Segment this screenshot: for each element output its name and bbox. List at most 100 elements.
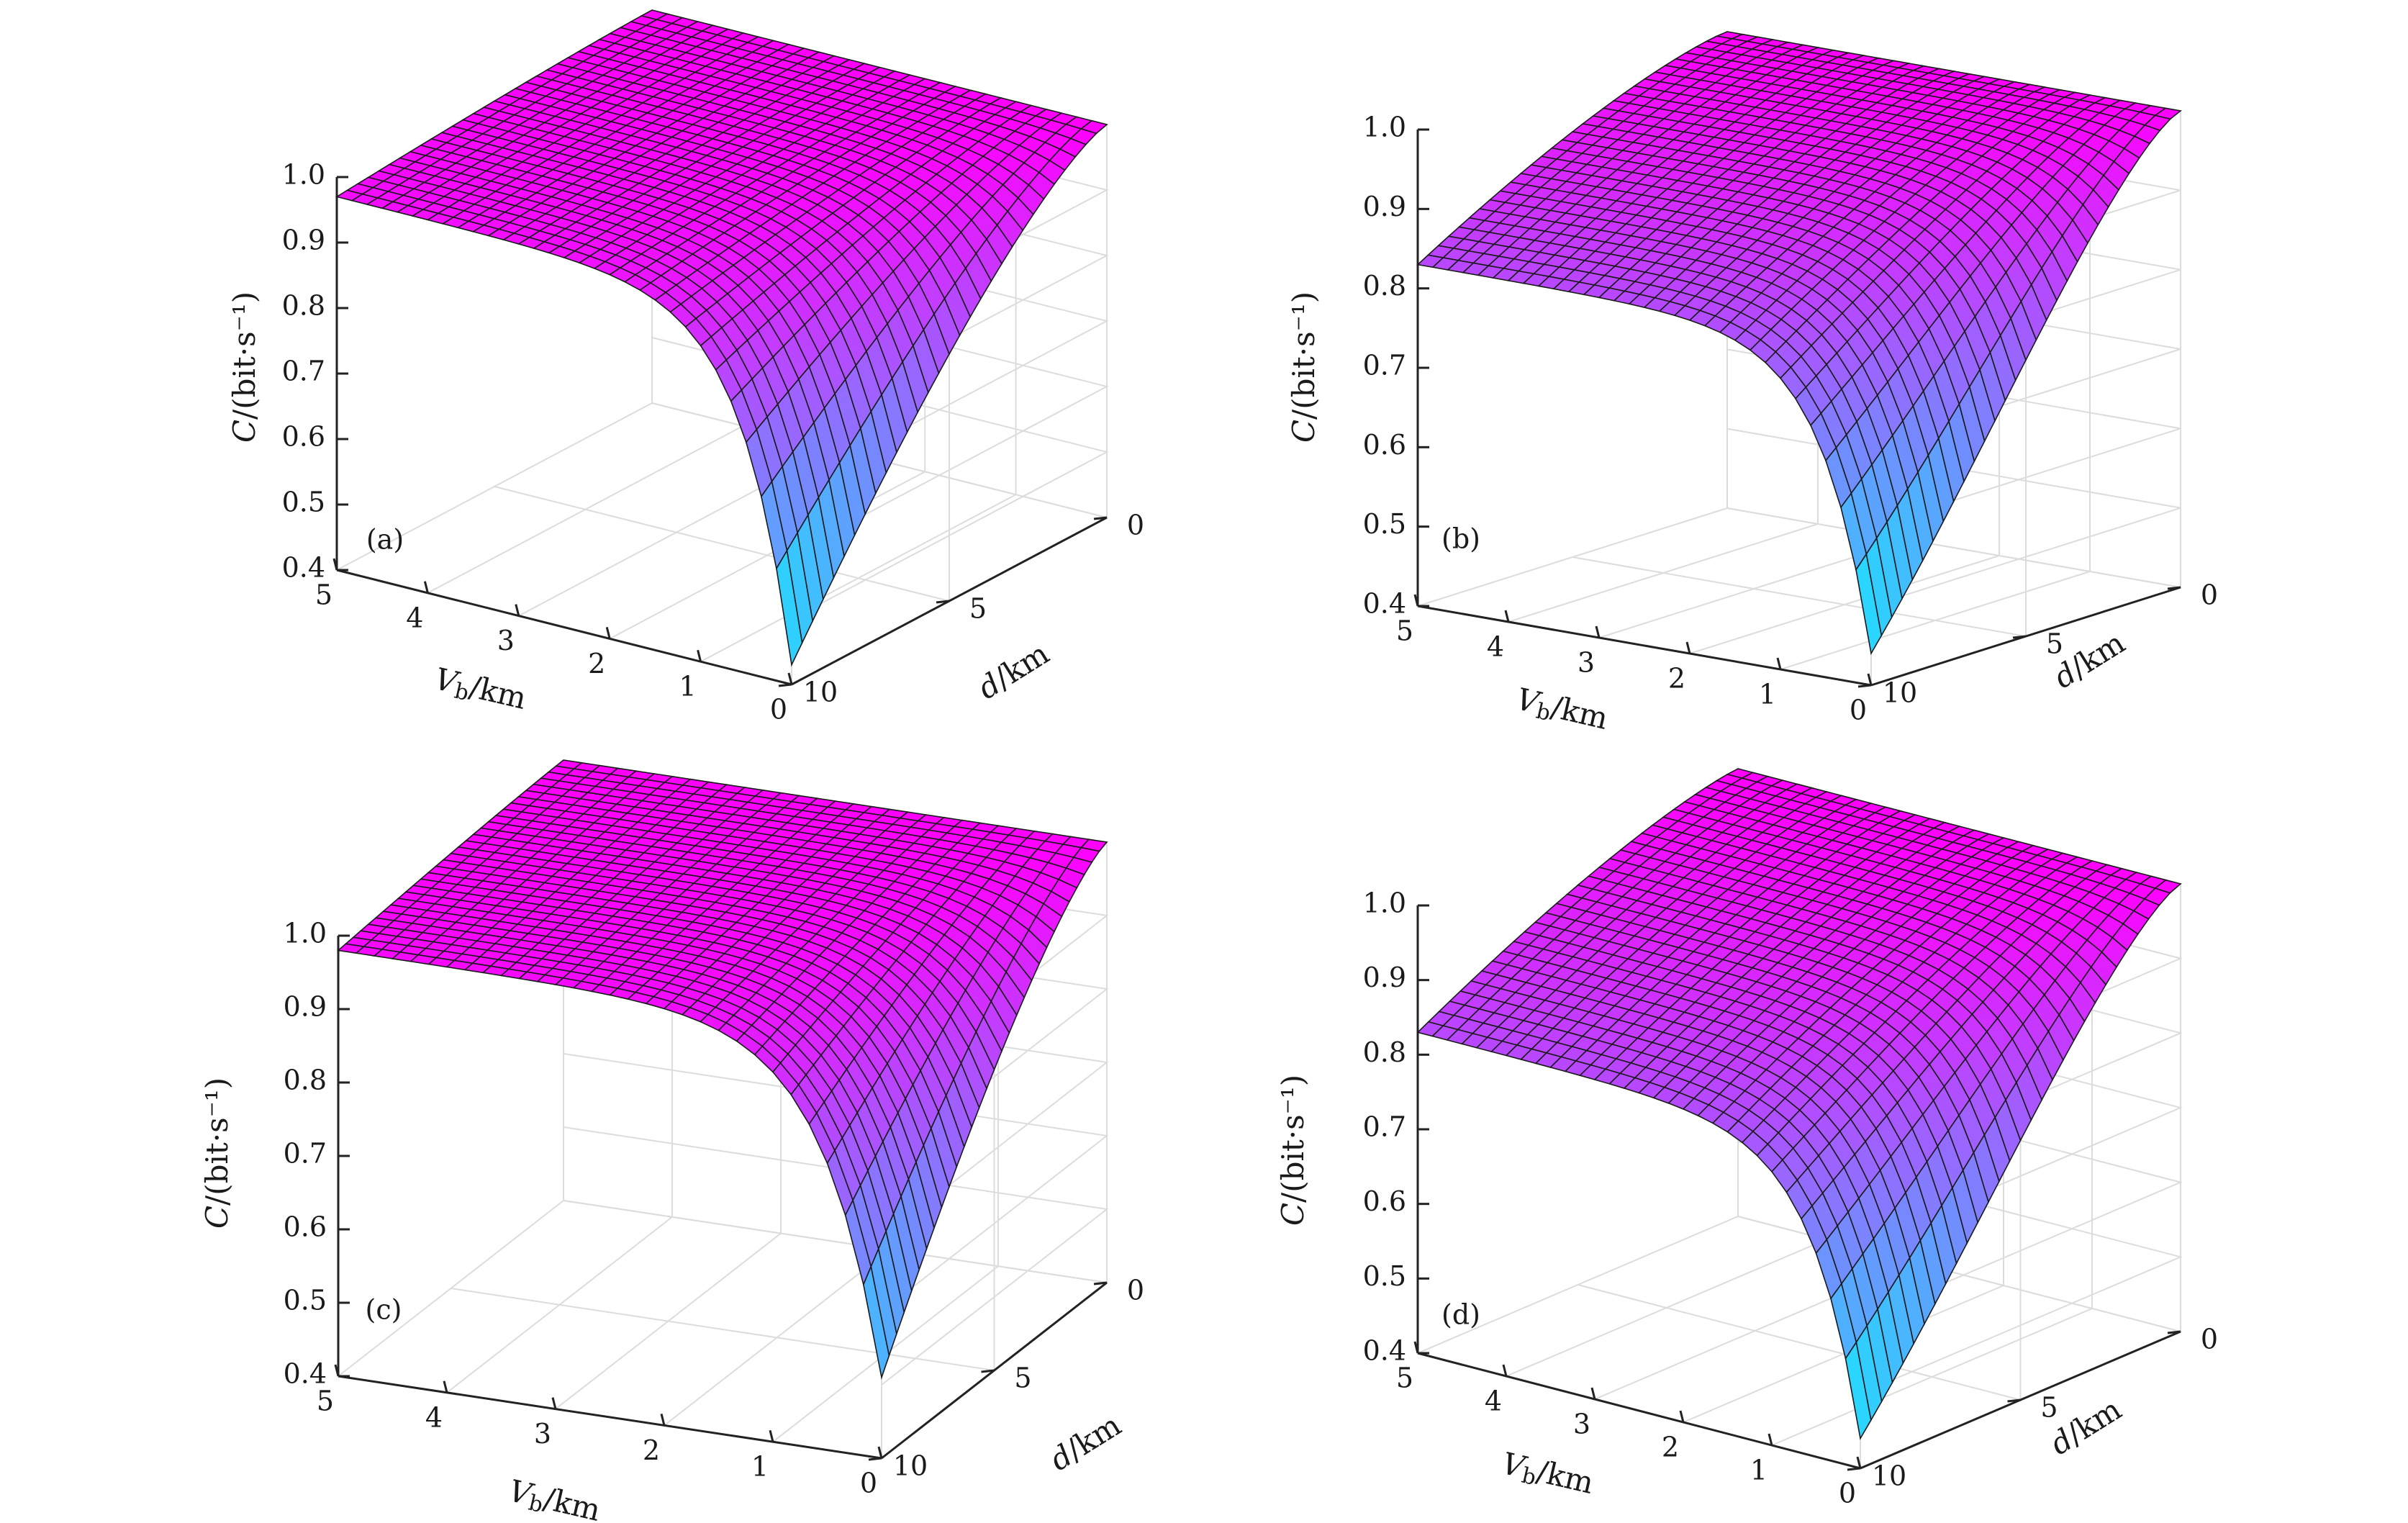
z-axis-label: C/(bit·s⁻¹)	[199, 1077, 235, 1229]
x-axis-label: Vb/km	[1513, 681, 1612, 739]
x-axis-line	[336, 569, 792, 686]
z-tick-label: 1.0	[1363, 887, 1406, 919]
z-tick-label: 0.4	[1363, 1335, 1406, 1367]
x-tick	[787, 672, 793, 685]
z-tick-label: 0.8	[1363, 1036, 1406, 1068]
axes	[334, 934, 1108, 1461]
surface-cell	[776, 548, 803, 667]
x-tick-label: 1	[679, 671, 697, 702]
x-tick	[1856, 1456, 1862, 1469]
z-tick-label: 0.9	[1363, 191, 1406, 222]
x-tick	[1413, 1341, 1419, 1354]
x-tick-label: 4	[1487, 631, 1504, 663]
y-tick-label: 0	[1127, 1275, 1144, 1306]
z-tick-label: 0.7	[284, 1138, 327, 1170]
x-axis-line	[1417, 1352, 1861, 1470]
x-tick	[1504, 610, 1510, 623]
y-tick-label: 10	[893, 1450, 928, 1482]
x-tick	[1590, 1387, 1596, 1400]
x-tick	[769, 1429, 774, 1442]
y-tick	[2167, 1330, 2181, 1334]
x-tick-label: 1	[1750, 1455, 1767, 1486]
chart-panel-a: 0 1 2 3 4 5 0 5 10 0.4 0.5 0.6 0.7 0.8 0.9 1.0 C/(bit·s⁻…	[227, 9, 1144, 726]
x-tick-label: 2	[588, 648, 605, 679]
z-tick-label: 0.7	[282, 356, 325, 387]
x-tick	[423, 581, 429, 594]
axes	[332, 176, 1108, 687]
z-axis-label: C/(bit·s⁻¹)	[1275, 1075, 1311, 1226]
y-tick-label: 10	[803, 677, 838, 708]
x-tick	[605, 627, 611, 639]
y-tick	[981, 1369, 995, 1373]
x-tick-label: 0	[860, 1468, 877, 1499]
z-tick-label: 0.9	[1363, 962, 1406, 993]
surface-mesh	[337, 759, 1108, 1380]
y-tick-label: 5	[2040, 1392, 2058, 1424]
y-tick	[2012, 635, 2027, 639]
z-axis-label: C/(bit·s⁻¹)	[1286, 292, 1321, 443]
x-tick-label: 3	[1573, 1409, 1590, 1440]
x-axis-label: Vb/km	[431, 661, 530, 719]
x-tick-label: 2	[643, 1434, 660, 1466]
x-tick-label: 0	[1839, 1478, 1856, 1509]
surface-cell	[1845, 1340, 1872, 1440]
z-tick-label: 0.6	[1363, 1185, 1406, 1217]
z-tick-label: 0.7	[1363, 1111, 1406, 1143]
z-tick-label: 0.9	[282, 225, 325, 256]
x-tick	[660, 1414, 666, 1426]
x-tick	[551, 1397, 557, 1409]
x-tick-label: 5	[1396, 1362, 1413, 1394]
z-tick-label: 0.5	[1363, 1260, 1406, 1292]
gridline-z	[563, 1126, 1109, 1386]
x-tick-label: 0	[1850, 695, 1867, 726]
y-tick-label: 5	[2046, 628, 2063, 660]
x-tick-label: 5	[317, 1386, 334, 1417]
z-tick-label: 0.9	[284, 991, 327, 1023]
x-axis-line	[338, 1375, 882, 1460]
z-tick-label: 0.5	[284, 1285, 327, 1316]
panel-label: (b)	[1441, 523, 1480, 555]
x-tick-label: 3	[497, 625, 515, 656]
chart-panel-d: 0 1 2 3 4 5 0 5 10 0.4 0.5 0.6 0.7 0.8 0.9 1.0 C/(bit·s⁻…	[1275, 768, 2218, 1509]
x-tick-label: 0	[770, 694, 787, 726]
x-tick	[1595, 625, 1601, 638]
x-tick	[1685, 641, 1691, 654]
y-tick	[868, 1457, 882, 1461]
y-tick-label: 10	[1883, 677, 1917, 709]
z-tick-label: 0.5	[1363, 508, 1406, 540]
y-tick-label: 10	[1872, 1460, 1906, 1492]
z-tick-label: 0.4	[1363, 588, 1406, 620]
x-tick-label: 5	[1396, 615, 1413, 647]
surface-cell	[863, 1265, 890, 1380]
x-tick	[1413, 594, 1419, 607]
x-tick	[515, 604, 520, 616]
z-axis-label: C/(bit·s⁻¹)	[227, 292, 262, 443]
axes	[1413, 904, 2181, 1471]
x-tick-label: 5	[315, 579, 332, 611]
x-tick-label: 1	[751, 1451, 769, 1483]
z-tick-label: 0.8	[284, 1065, 327, 1096]
y-tick	[2007, 1398, 2021, 1403]
y-tick	[1857, 684, 1872, 688]
z-tick-label: 0.4	[284, 1358, 327, 1390]
y-axis-label: d/km	[972, 636, 1055, 706]
z-tick-label: 1.0	[282, 159, 325, 191]
z-tick-label: 1.0	[284, 918, 327, 949]
x-tick	[877, 1446, 883, 1459]
y-tick-label: 5	[969, 593, 987, 625]
z-tick-label: 0.8	[1363, 270, 1406, 302]
x-tick-label: 1	[1759, 679, 1776, 710]
gridline-z	[563, 1053, 1109, 1312]
y-tick-label: 5	[1014, 1362, 1031, 1394]
y-tick	[1093, 516, 1108, 520]
y-tick	[1093, 1281, 1108, 1285]
x-axis-label: Vb/km	[1498, 1445, 1598, 1504]
x-tick-label: 4	[425, 1401, 443, 1433]
x-tick	[697, 649, 702, 662]
surface-cell	[1855, 552, 1883, 656]
z-tick-label: 0.8	[282, 290, 325, 322]
panel-label: (d)	[1441, 1299, 1480, 1331]
x-tick-label: 3	[1578, 647, 1595, 679]
x-tick	[1502, 1364, 1508, 1377]
